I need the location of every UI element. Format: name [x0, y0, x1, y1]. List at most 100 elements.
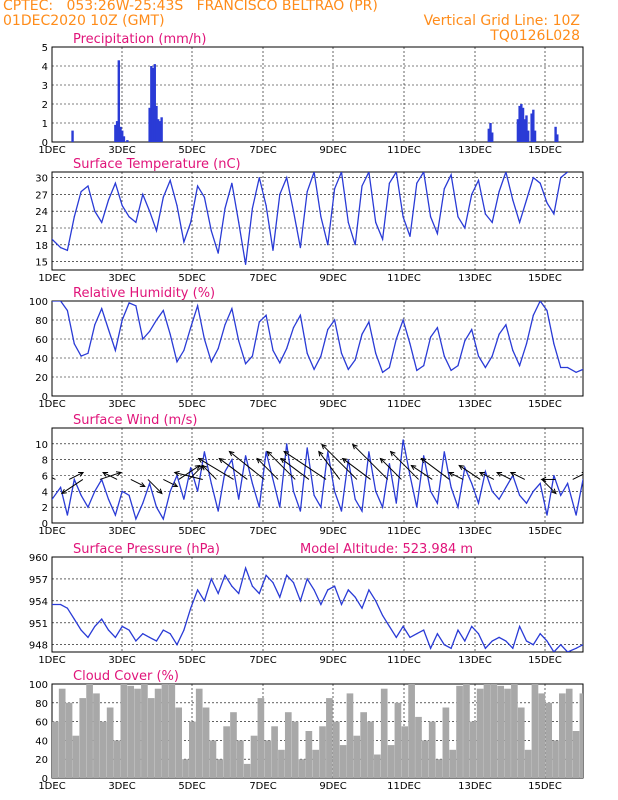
data-point: [224, 470, 226, 473]
bar: [463, 684, 470, 778]
x-tick-label: 11DEC: [387, 273, 421, 284]
wind-arrow-head: [478, 472, 485, 477]
wind-arrow: [218, 457, 248, 480]
data-point: [582, 644, 583, 646]
data-point: [244, 455, 247, 457]
bar: [117, 60, 121, 142]
data-point: [416, 182, 418, 184]
data-point: [258, 506, 260, 508]
data-point: [244, 363, 247, 365]
data-point: [135, 221, 137, 223]
data-point: [320, 506, 322, 508]
data-point: [471, 625, 473, 628]
data-point: [299, 600, 301, 602]
wind-arrow: [256, 457, 279, 480]
data-point: [429, 216, 432, 218]
data-point: [73, 216, 75, 218]
wind-arrow-head: [218, 457, 225, 464]
wind-arrow-shaft: [218, 458, 248, 480]
series-0: [71, 60, 559, 142]
x-tick-label: 7DEC: [249, 399, 276, 410]
data-point: [395, 502, 397, 504]
bar: [150, 66, 153, 142]
bar: [524, 749, 532, 778]
data-point: [272, 349, 274, 351]
data-point: [560, 644, 562, 646]
data-point: [101, 618, 103, 620]
data-point: [196, 185, 199, 187]
bar: [554, 126, 557, 142]
data-point: [183, 241, 185, 243]
bar: [428, 721, 436, 778]
data-point: [251, 355, 254, 357]
series-2: [52, 301, 583, 374]
bar: [332, 721, 340, 778]
data-point: [566, 651, 569, 652]
data-point: [416, 506, 418, 508]
wind-arrow-head: [172, 482, 179, 488]
y-tick-label: 4: [42, 487, 48, 498]
data-point: [87, 352, 89, 354]
data-point: [519, 625, 521, 628]
bar: [168, 684, 176, 778]
data-point: [347, 459, 349, 461]
header-station: CPTEC: 053:26W-25:43S FRANCISCO BELTRAO …: [3, 0, 378, 14]
bar: [533, 130, 537, 142]
data-point: [539, 301, 541, 302]
data-point: [155, 319, 158, 321]
wind-arrow-head: [78, 472, 85, 477]
wind-arrow: [458, 464, 481, 480]
data-point: [176, 205, 178, 207]
data-point: [142, 193, 144, 195]
data-point: [272, 478, 274, 481]
data-point: [231, 182, 233, 184]
data-point: [224, 574, 226, 576]
x-tick-label: 1DEC: [38, 655, 65, 666]
wind-arrow-shaft: [541, 479, 557, 494]
x-tick-label: 3DEC: [108, 145, 135, 156]
data-point: [279, 193, 281, 195]
bar: [209, 740, 217, 778]
data-point: [135, 518, 137, 520]
data-point: [464, 340, 466, 342]
panel-title: Precipitation (mm/h): [73, 32, 206, 47]
data-point: [244, 263, 247, 265]
data-point: [286, 347, 288, 350]
panel-title: Surface Temperature (nC): [73, 157, 241, 172]
data-point: [409, 235, 411, 237]
bar: [367, 721, 374, 778]
data-point: [217, 252, 219, 254]
wind-arrow-head: [279, 457, 286, 464]
bar: [490, 684, 498, 778]
data-point: [101, 221, 103, 223]
data-point: [546, 514, 548, 516]
data-point: [114, 349, 116, 351]
data-point: [512, 199, 514, 201]
data-point: [354, 596, 356, 598]
data-point: [409, 343, 411, 345]
data-point: [217, 510, 219, 512]
x-tick-label: 5DEC: [178, 273, 205, 284]
data-point: [443, 644, 445, 646]
bar: [155, 105, 158, 142]
y-tick-label: 960: [29, 553, 48, 564]
x-tick-label: 13DEC: [458, 655, 492, 666]
data-point: [292, 490, 295, 492]
data-point: [334, 490, 336, 492]
bar: [52, 721, 59, 778]
x-tick-label: 13DEC: [458, 273, 492, 284]
data-point: [443, 188, 445, 190]
x-tick-label: 11DEC: [387, 526, 421, 537]
wind-arrow-head: [139, 482, 146, 488]
wind-arrow-shaft: [147, 479, 163, 494]
data-point: [238, 340, 240, 342]
data-point: [320, 603, 322, 606]
data-point: [361, 333, 363, 335]
data-point: [532, 490, 534, 492]
data-point: [539, 182, 541, 184]
bar: [545, 702, 552, 778]
panel-title: Relative Humidity (%): [73, 286, 215, 301]
x-tick-label: 13DEC: [458, 145, 492, 156]
data-point: [149, 330, 151, 332]
data-point: [183, 349, 185, 351]
